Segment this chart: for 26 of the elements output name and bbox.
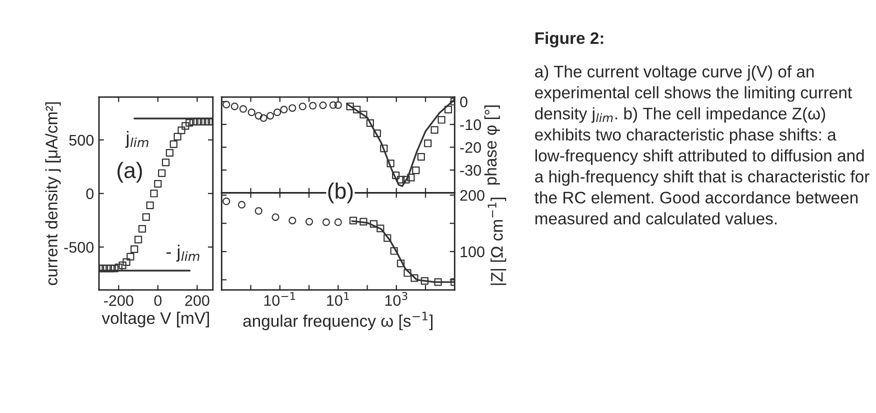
annotation: (b) — [328, 182, 353, 204]
y-tick-label: 0 — [86, 188, 94, 200]
y-axis-title: current density j [μA/cm²] — [45, 102, 61, 286]
annotation: - j$_{lim}$ — [166, 244, 200, 262]
y-tick-label: -500 — [64, 242, 94, 253]
x-tick-label: 10$^{−1}$ — [264, 292, 296, 306]
x-tick-label: 200 — [185, 295, 210, 306]
y-axis-title: |Z| [Ω cm$^{−1}$] — [488, 198, 506, 285]
x-tick-label: -200 — [104, 295, 134, 306]
x-axis-title: angular frequency ω [s$^{−1}$] — [243, 312, 432, 330]
y-tick-label: -10 — [460, 119, 481, 130]
y-tick-label: 0 — [460, 96, 468, 108]
y-tick-label: -30 — [460, 164, 481, 176]
y-axis-title: phase φ [°] — [484, 105, 500, 185]
text: a) The current voltage curve j(V) of an experimental cell shows the limiting current density j$_{lim}$. b) The cell impedance Z(ω) exhibits two characteristic phase shifts: a low-frequency shift attributed to diffusion and a high-frequency shift that is characteristic for the RC element. Good accordance between measured and calculated values. — [534, 65, 870, 224]
y-tick-label: 500 — [69, 134, 94, 146]
text: Figure 2: — [535, 32, 604, 48]
y-tick-label: 200 — [460, 190, 484, 201]
y-tick-label: -20 — [460, 142, 481, 153]
x-tick-label: 0 — [154, 295, 162, 306]
x-tick-label: 10$^{3}$ — [385, 292, 408, 306]
x-tick-label: 10$^{1}$ — [327, 292, 349, 306]
annotation: (a) — [118, 162, 142, 183]
x-axis-title: voltage V [mV] — [102, 312, 209, 328]
y-tick-label: 100 — [460, 246, 484, 258]
annotation: j$_{lim}$ — [125, 131, 148, 148]
